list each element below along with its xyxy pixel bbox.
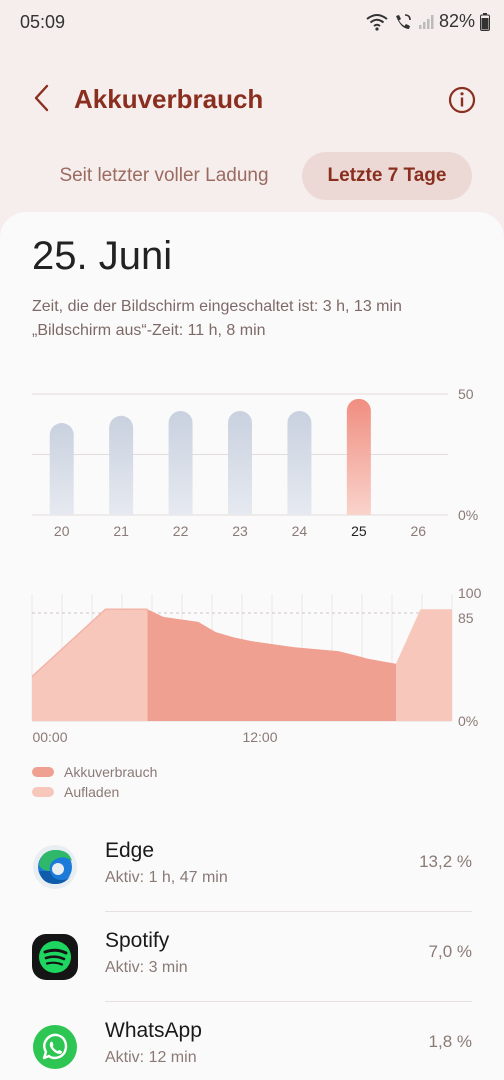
area-charging-2 [396,609,452,721]
back-button[interactable] [24,82,60,118]
x-tick-label: 21 [113,523,129,539]
legend-item-charging: Aufladen [32,782,157,802]
tab-since-last-charge[interactable]: Seit letzter voller Ladung [59,165,269,186]
y-tick-label: 0% [458,713,478,729]
y-tick-label: 50 [458,386,474,402]
app-active-time: Aktiv: 3 min [105,959,188,976]
bar-day-23[interactable] [228,410,252,515]
app-active-time: Aktiv: 12 min [105,1049,197,1066]
bar-day-24[interactable] [287,410,312,515]
area-outline [31,608,148,678]
app-bar: Akkuverbrauch [0,70,504,130]
x-tick-label: 26 [410,523,426,539]
bar-day-20[interactable] [49,423,74,515]
x-tick-label: 23 [232,523,248,539]
whatsapp-icon [32,1024,78,1070]
status-icons: 82% [366,11,490,32]
x-tick-label: 20 [54,523,70,539]
bar-day-21[interactable] [109,415,134,515]
app-usage-percent: 1,8 % [428,1032,472,1051]
app-row-spotify[interactable]: Spotify Aktiv: 3 min 7,0 % [0,912,504,1002]
battery-icon [480,12,490,31]
x-tick-label: 25 [351,523,367,539]
info-icon [446,86,478,120]
tab-last-7-days[interactable]: Letzte 7 Tage [302,152,472,200]
bar-day-25[interactable] [346,398,371,515]
y-tick-label: 0% [458,507,478,523]
divider [105,911,472,912]
app-active-time: Aktiv: 1 h, 47 min [105,869,228,886]
x-tick-label: 22 [173,523,189,539]
app-row-whatsapp[interactable]: WhatsApp Aktiv: 12 min 1,8 % [0,1002,504,1080]
page-title: Akkuverbrauch [74,84,264,114]
battery-percent: 82% [438,11,475,31]
app-usage-percent: 13,2 % [419,852,472,871]
battery-level-chart: 100 85 0% 00:00 12:00 [31,585,482,745]
screen-off-time: „Bildschirm aus“-Zeit: 11 h, 8 min [32,322,266,339]
x-tick-label: 24 [292,523,308,539]
y-tick-label: 100 [458,585,482,601]
y-tick-label: 85 [458,610,474,626]
legend-label-charging: Aufladen [64,784,120,800]
legend-label-usage: Akkuverbrauch [64,764,158,780]
area-usage-1 [147,609,396,721]
app-row-edge[interactable]: Edge Aktiv: 1 h, 47 min 13,2 % [0,822,504,912]
info-button[interactable] [446,84,478,116]
chart-legend: Akkuverbrauch Aufladen [32,762,157,802]
legend-item-usage: Akkuverbrauch [32,762,157,782]
app-usage-percent: 7,0 % [428,942,472,961]
bar-day-22[interactable] [168,410,193,515]
selected-date: 25. Juni [32,234,173,278]
wifi-icon [366,13,388,31]
status-time: 05:09 [20,12,66,32]
status-bar: 05:09 82% [0,0,504,44]
period-tabs: Seit letzter voller Ladung Letzte 7 Tage [0,152,504,202]
divider [105,1001,472,1002]
edge-icon [32,844,78,890]
chevron-left-icon [33,84,51,117]
x-tick-label: 00:00 [32,729,67,745]
legend-swatch-charging [32,787,54,797]
wifi-calling-icon [393,13,413,31]
signal-icon [418,14,434,30]
spotify-icon [32,934,78,980]
app-name: WhatsApp [105,1019,202,1042]
app-name: Spotify [105,929,170,952]
app-name: Edge [105,839,155,862]
daily-usage-chart[interactable]: 50 0% 20 21 22 23 24 25 26 [0,380,504,550]
screen-on-time: Zeit, die der Bildschirm eingeschaltet i… [32,298,402,315]
x-tick-label: 12:00 [242,729,277,745]
legend-swatch-usage [32,767,54,777]
area-charging-0 [32,609,148,721]
